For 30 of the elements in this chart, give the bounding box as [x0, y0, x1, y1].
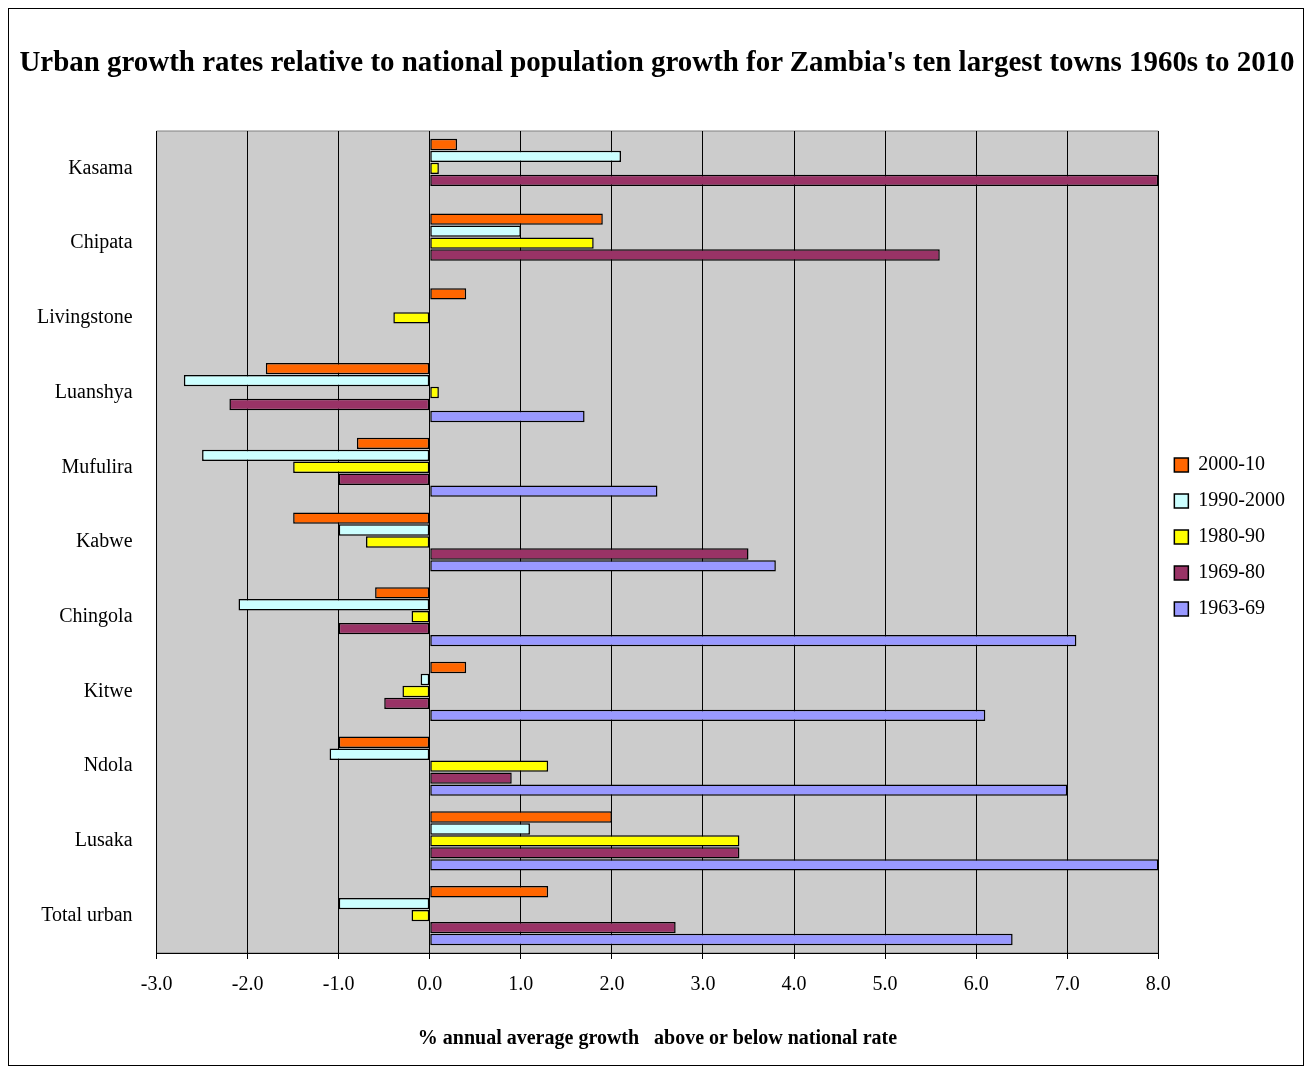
- y-tick-label: Kitwe: [83, 678, 133, 701]
- x-tick-label: 2.0: [599, 972, 625, 995]
- y-tick-label: Luanshya: [54, 379, 133, 403]
- y-tick-label: Total urban: [41, 902, 133, 925]
- y-tick-label: Mufulira: [61, 454, 133, 477]
- x-tick-label: -1.0: [322, 972, 355, 995]
- y-tick-label: Chingola: [59, 603, 133, 627]
- x-tick-label: 0.0: [417, 972, 443, 995]
- legend-label: 1990-2000: [1198, 488, 1286, 511]
- y-tick-label: Lusaka: [74, 828, 133, 851]
- chart-title: Urban growth rates relative to national population growth for Zambia's ten largest towns 1960s to 2010: [19, 44, 1295, 77]
- x-tick-label: 6.0: [963, 972, 989, 995]
- y-tick-label: Ndola: [83, 753, 133, 776]
- legend-label: 1969-80: [1198, 560, 1266, 583]
- x-tick-label: 5.0: [872, 972, 898, 995]
- x-axis-title: % annual average growth above or below national rate: [417, 1026, 898, 1050]
- x-tick-label: 7.0: [1054, 972, 1080, 995]
- legend-label: 2000-10: [1198, 452, 1266, 475]
- y-tick-label: Chipata: [70, 230, 133, 254]
- x-tick-label: 1.0: [508, 972, 534, 995]
- y-tick-label: Kabwe: [75, 529, 133, 552]
- x-tick-label: -3.0: [140, 972, 173, 995]
- x-tick-label: -2.0: [231, 972, 264, 995]
- x-tick-label: 8.0: [1145, 972, 1171, 995]
- legend-label: 1963-69: [1198, 596, 1266, 619]
- y-tick-label: Kasama: [68, 155, 133, 178]
- y-tick-label: Livingstone: [37, 305, 133, 329]
- legend-label: 1980-90: [1198, 524, 1266, 547]
- x-tick-label: 3.0: [690, 972, 716, 995]
- x-tick-label: 4.0: [781, 972, 807, 995]
